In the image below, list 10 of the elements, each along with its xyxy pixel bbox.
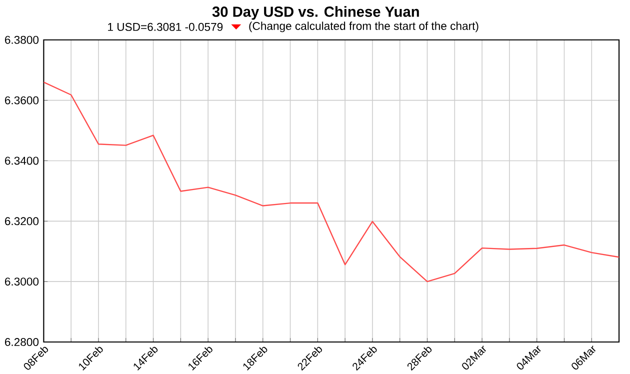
y-tick-label: 6.3800 xyxy=(5,36,39,44)
text: (Change calculated from the start of the chart) xyxy=(249,22,478,32)
chart-subtitle: 1 USD=6.3081 -0.0579 xyxy=(108,22,223,31)
y-tick-label: 6.3600 xyxy=(5,96,39,104)
chart-title: 30 Day USD vs. Chinese Yuan xyxy=(212,6,419,20)
y-tick-label: 6.3200 xyxy=(5,217,39,226)
y-tick-label: 6.3000 xyxy=(5,278,39,286)
y-tick-label: 6.2800 xyxy=(5,338,39,346)
y-tick-label: 6.3400 xyxy=(5,156,39,165)
line-series xyxy=(44,82,620,282)
